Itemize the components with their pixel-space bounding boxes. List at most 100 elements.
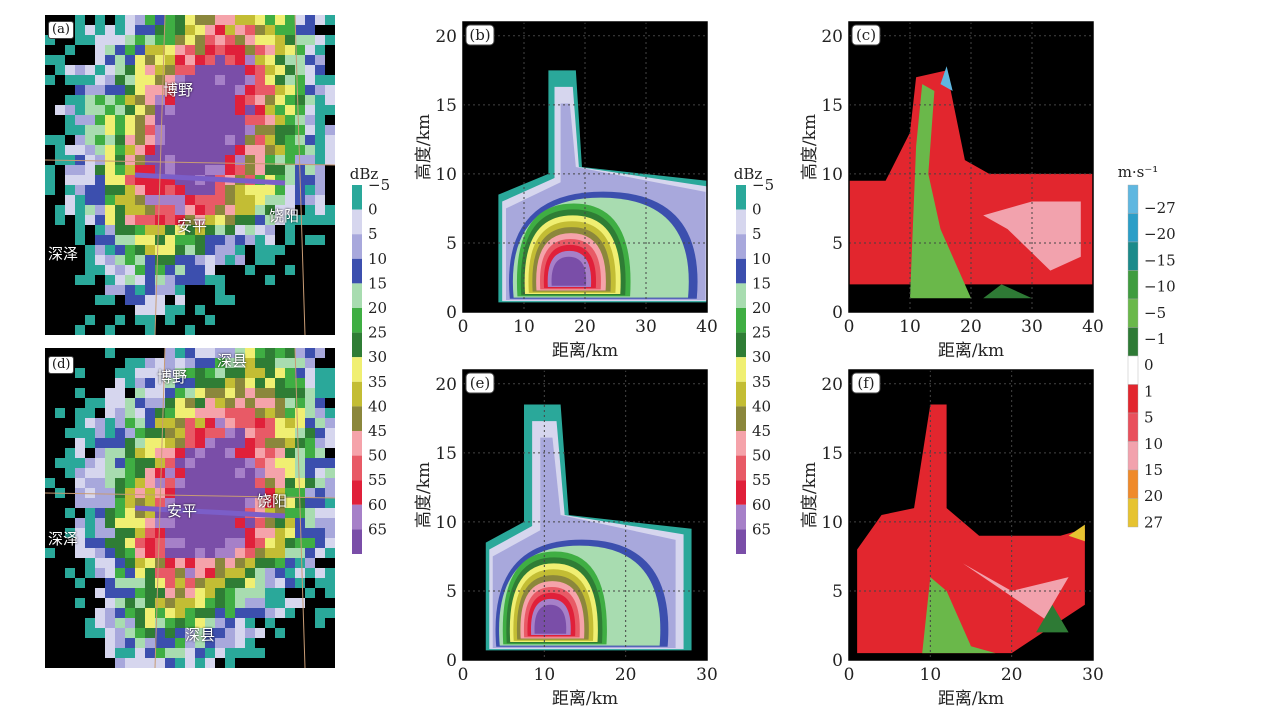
radar-pixel (125, 618, 135, 628)
radar-pixel (205, 85, 215, 95)
radar-pixel (145, 518, 155, 528)
x-axis-title: 距离/km (938, 341, 1004, 361)
radar-pixel (115, 185, 125, 195)
radar-pixel (205, 368, 215, 378)
radar-pixel (125, 115, 135, 125)
radar-pixel (165, 478, 175, 488)
radar-pixel (165, 468, 175, 478)
radar-pixel (245, 388, 255, 398)
radar-pixel (305, 15, 315, 25)
radar-pixel (305, 85, 315, 95)
y-tick-label: 0 (832, 303, 843, 323)
radar-pixel (305, 518, 315, 528)
radar-pixel (115, 618, 125, 628)
radar-pixel (195, 75, 205, 85)
radar-pixel (75, 598, 85, 608)
radar-pixel (65, 195, 75, 205)
plot-frame (462, 21, 708, 313)
radar-pixel (75, 95, 85, 105)
radar-pixel (255, 165, 265, 175)
radar-pixel (145, 55, 155, 65)
radar-pixel (235, 438, 245, 448)
x-tick-label: 30 (1021, 317, 1043, 337)
radar-pixel (85, 265, 95, 275)
radar-pixel (185, 215, 195, 225)
radar-pixel (135, 578, 145, 588)
radar-pixel (145, 65, 155, 75)
radar-pixel (215, 15, 225, 25)
radar-pixel (295, 368, 305, 378)
radar-pixel (155, 265, 165, 275)
radar-pixel (245, 348, 255, 358)
radar-pixel (145, 598, 155, 608)
radar-pixel (155, 658, 165, 668)
radar-pixel (165, 598, 175, 608)
plot-frame (462, 369, 708, 661)
dbz-colorbar-left-swatch (352, 234, 362, 259)
radar-pixel (315, 115, 325, 125)
radar-pixel (215, 225, 225, 235)
plot-frame (848, 21, 1094, 313)
radar-pixel (255, 488, 265, 498)
radar-pixel (165, 448, 175, 458)
radar-pixel (155, 558, 165, 568)
radar-pixel (95, 608, 105, 618)
radar-pixel (255, 548, 265, 558)
radar-pixel (185, 85, 195, 95)
radar-pixel (105, 25, 115, 35)
radar-pixel (135, 315, 145, 325)
radar-pixel (85, 438, 95, 448)
radar-pixel (195, 305, 205, 315)
radar-pixel (185, 255, 195, 265)
radar-pixel (275, 75, 285, 85)
radar-pixel (265, 418, 275, 428)
radar-pixel (275, 145, 285, 155)
dbz-colorbar-right-label: 40 (752, 397, 771, 415)
radar-pixel (255, 235, 265, 245)
radar-pixel (75, 15, 85, 25)
radar-pixel (235, 215, 245, 225)
radar-pixel (165, 285, 175, 295)
radar-pixel (315, 65, 325, 75)
radar-pixel (205, 578, 215, 588)
radar-pixel (135, 498, 145, 508)
radar-pixel (135, 255, 145, 265)
dbz-colorbar-left-swatch (352, 529, 362, 554)
radar-pixel (155, 388, 165, 398)
radar-pixel (275, 398, 285, 408)
radar-pixel (265, 558, 275, 568)
radar-pixel (285, 55, 295, 65)
radar-pixel (275, 358, 285, 368)
radar-pixel (235, 598, 245, 608)
y-tick-label: 20 (821, 375, 843, 395)
radar-pixel (105, 105, 115, 115)
radar-pixel (205, 55, 215, 65)
radar-pixel (125, 458, 135, 468)
radar-pixel (265, 125, 275, 135)
radar-pixel (195, 155, 205, 165)
radar-pixel (285, 408, 295, 418)
radar-pixel (125, 275, 135, 285)
radar-pixel (225, 398, 235, 408)
radar-pixel (265, 155, 275, 165)
dbz-colorbar-left-label: 10 (368, 250, 387, 268)
radar-pixel (115, 538, 125, 548)
radar-pixel (275, 488, 285, 498)
velocity-colorbar-swatch (1127, 412, 1139, 442)
radar-pixel (315, 518, 325, 528)
velocity-colorbar-swatch (1127, 327, 1139, 357)
dbz-colorbar-left-swatch (352, 332, 362, 358)
radar-pixel (185, 325, 195, 335)
velocity-colorbar-swatch (1127, 441, 1139, 471)
radar-pixel (105, 155, 115, 165)
radar-pixel (195, 195, 205, 205)
radar-pixel (105, 498, 115, 508)
radar-pixel (205, 478, 215, 488)
radar-pixel (135, 35, 145, 45)
radar-pixel (95, 105, 105, 115)
y-axis-title: 高度/km (800, 114, 820, 180)
y-tick-label: 10 (821, 165, 843, 185)
velocity-colorbar-swatch (1127, 184, 1139, 214)
radar-pixel (265, 358, 275, 368)
dbz-colorbar-right-swatch (736, 185, 746, 210)
